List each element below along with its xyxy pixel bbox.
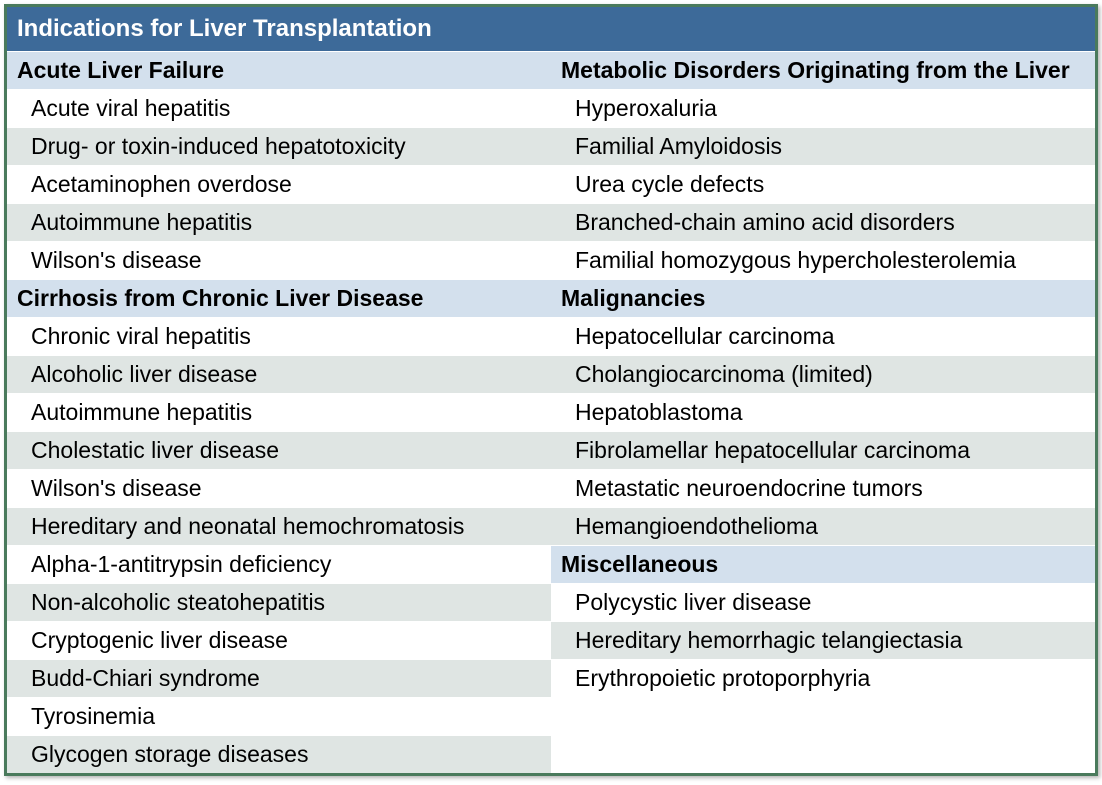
list-item: Non-alcoholic steatohepatitis xyxy=(7,583,551,621)
list-item: Tyrosinemia xyxy=(7,697,551,735)
list-item: Hemangioendothelioma xyxy=(551,507,1095,545)
list-item: Wilson's disease xyxy=(7,241,551,279)
section-header: Miscellaneous xyxy=(551,545,1095,583)
list-item: Cholestatic liver disease xyxy=(7,431,551,469)
list-item: Chronic viral hepatitis xyxy=(7,317,551,355)
section-header: Metabolic Disorders Originating from the… xyxy=(551,51,1095,89)
list-item: Familial homozygous hypercholesterolemia xyxy=(551,241,1095,279)
list-item: Hereditary hemorrhagic telangiectasia xyxy=(551,621,1095,659)
list-item: Hepatocellular carcinoma xyxy=(551,317,1095,355)
list-item: Fibrolamellar hepatocellular carcinoma xyxy=(551,431,1095,469)
section-header: Acute Liver Failure xyxy=(7,51,551,89)
table-title: Indications for Liver Transplantation xyxy=(7,7,1095,51)
list-item: Drug- or toxin-induced hepatotoxicity xyxy=(7,127,551,165)
list-item: Budd-Chiari syndrome xyxy=(7,659,551,697)
list-item: Alpha-1-antitrypsin deficiency xyxy=(7,545,551,583)
list-item: Hepatoblastoma xyxy=(551,393,1095,431)
right-column: Metabolic Disorders Originating from the… xyxy=(551,51,1095,773)
list-item: Alcoholic liver disease xyxy=(7,355,551,393)
empty-cell xyxy=(551,697,1095,733)
list-item: Erythropoietic protoporphyria xyxy=(551,659,1095,697)
list-item: Metastatic neuroendocrine tumors xyxy=(551,469,1095,507)
list-item: Hyperoxaluria xyxy=(551,89,1095,127)
list-item: Hereditary and neonatal hemochromatosis xyxy=(7,507,551,545)
list-item: Branched-chain amino acid disorders xyxy=(551,203,1095,241)
list-item: Urea cycle defects xyxy=(551,165,1095,203)
list-item: Wilson's disease xyxy=(7,469,551,507)
section-header: Malignancies xyxy=(551,279,1095,317)
list-item: Familial Amyloidosis xyxy=(551,127,1095,165)
table-body: Acute Liver FailureAcute viral hepatitis… xyxy=(7,51,1095,773)
empty-cell xyxy=(551,733,1095,769)
section-header: Cirrhosis from Chronic Liver Disease xyxy=(7,279,551,317)
left-column: Acute Liver FailureAcute viral hepatitis… xyxy=(7,51,551,773)
list-item: Acetaminophen overdose xyxy=(7,165,551,203)
indications-table: Indications for Liver Transplantation Ac… xyxy=(4,4,1098,776)
list-item: Autoimmune hepatitis xyxy=(7,393,551,431)
list-item: Glycogen storage diseases xyxy=(7,735,551,773)
list-item: Acute viral hepatitis xyxy=(7,89,551,127)
list-item: Cholangiocarcinoma (limited) xyxy=(551,355,1095,393)
list-item: Cryptogenic liver disease xyxy=(7,621,551,659)
list-item: Autoimmune hepatitis xyxy=(7,203,551,241)
list-item: Polycystic liver disease xyxy=(551,583,1095,621)
